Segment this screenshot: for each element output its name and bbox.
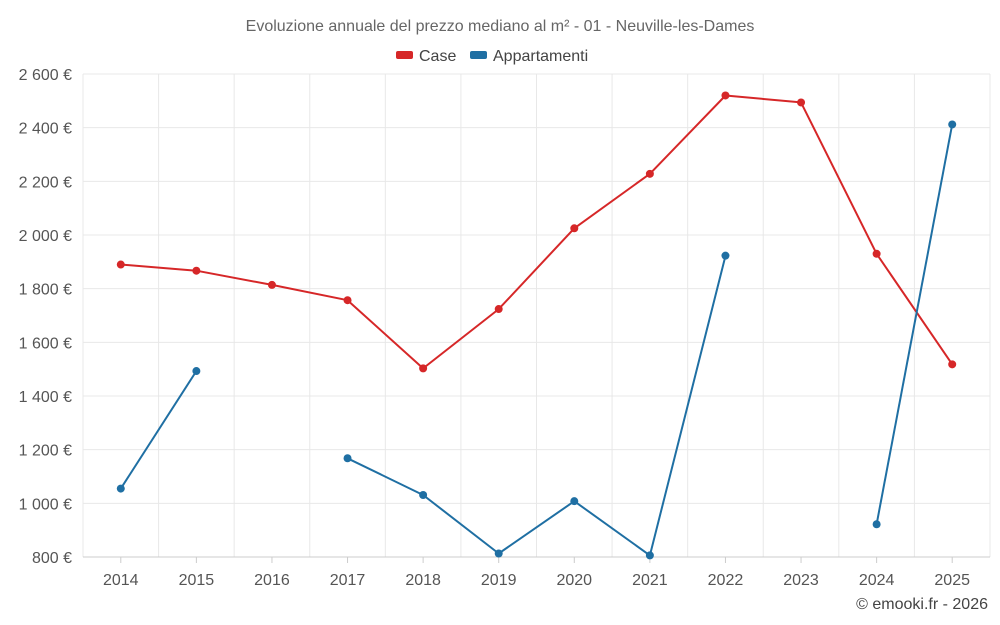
x-tick-label: 2014 [103, 572, 139, 589]
series-case [116, 91, 957, 373]
x-tick-label: 2025 [934, 572, 970, 589]
x-tick-label: 2024 [859, 572, 895, 589]
data-point-case[interactable] [267, 280, 276, 289]
x-tick-label: 2023 [783, 572, 819, 589]
data-point-case[interactable] [343, 296, 352, 305]
data-point-appartamenti[interactable] [570, 497, 579, 506]
data-point-appartamenti[interactable] [343, 454, 352, 463]
data-point-case[interactable] [192, 266, 201, 275]
y-tick-label: 1 000 € [19, 496, 72, 513]
y-tick-label: 800 € [32, 550, 72, 567]
data-point-case[interactable] [645, 169, 654, 178]
data-point-case[interactable] [948, 360, 957, 369]
x-tick-label: 2016 [254, 572, 290, 589]
legend-label-appartamenti[interactable]: Appartamenti [493, 48, 588, 65]
legend-swatch-appartamenti[interactable] [470, 51, 487, 59]
data-point-case[interactable] [116, 260, 125, 269]
grid [82, 73, 991, 558]
y-tick-label: 1 200 € [19, 443, 72, 460]
x-tick-label: 2021 [632, 572, 668, 589]
data-point-case[interactable] [797, 98, 806, 107]
chart-title: Evoluzione annuale del prezzo mediano al… [246, 18, 755, 35]
data-point-case[interactable] [494, 305, 503, 314]
data-point-appartamenti[interactable] [116, 484, 125, 493]
data-point-appartamenti[interactable] [494, 549, 503, 558]
legend-label-case[interactable]: Case [419, 48, 456, 65]
legend-swatch-case[interactable] [396, 51, 413, 59]
series-line-appartamenti [875, 124, 954, 525]
series-line-case [120, 94, 954, 370]
series-line-appartamenti [119, 370, 198, 490]
x-tick-label: 2022 [708, 572, 744, 589]
series-appartamenti [116, 120, 957, 560]
data-point-appartamenti[interactable] [948, 120, 957, 129]
x-tick-label: 2019 [481, 572, 517, 589]
x-tick-label: 2018 [405, 572, 441, 589]
y-tick-label: 2 600 € [19, 67, 72, 84]
y-axis: 800 € 1 000 € 1 200 € 1 400 € 1 600 € 1 800 €… [19, 67, 72, 567]
data-point-appartamenti[interactable] [192, 367, 201, 376]
data-point-case[interactable] [872, 249, 881, 258]
y-tick-label: 1 600 € [19, 335, 72, 352]
y-tick-label: 2 200 € [19, 174, 72, 191]
y-tick-label: 1 800 € [19, 282, 72, 299]
x-tick-label: 2020 [556, 572, 592, 589]
credit-text: © emooki.fr - 2026 [856, 596, 988, 613]
data-point-case[interactable] [419, 364, 428, 373]
y-tick-label: 1 400 € [19, 389, 72, 406]
x-axis: 2014 2015 2016 2017 2018 2019 2020 2021 2022 2023… [83, 556, 990, 589]
x-tick-label: 2017 [330, 572, 366, 589]
data-point-appartamenti[interactable] [419, 491, 428, 500]
data-point-appartamenti[interactable] [721, 251, 730, 260]
legend: Case Appartamenti [396, 48, 588, 65]
y-tick-label: 2 400 € [19, 121, 72, 138]
data-point-appartamenti[interactable] [872, 520, 881, 529]
data-point-appartamenti[interactable] [645, 551, 654, 560]
y-tick-label: 2 000 € [19, 228, 72, 245]
data-point-case[interactable] [721, 91, 730, 100]
data-point-case[interactable] [570, 224, 579, 233]
series-line-appartamenti [347, 255, 727, 557]
series-layer [116, 91, 957, 560]
x-tick-label: 2015 [179, 572, 215, 589]
